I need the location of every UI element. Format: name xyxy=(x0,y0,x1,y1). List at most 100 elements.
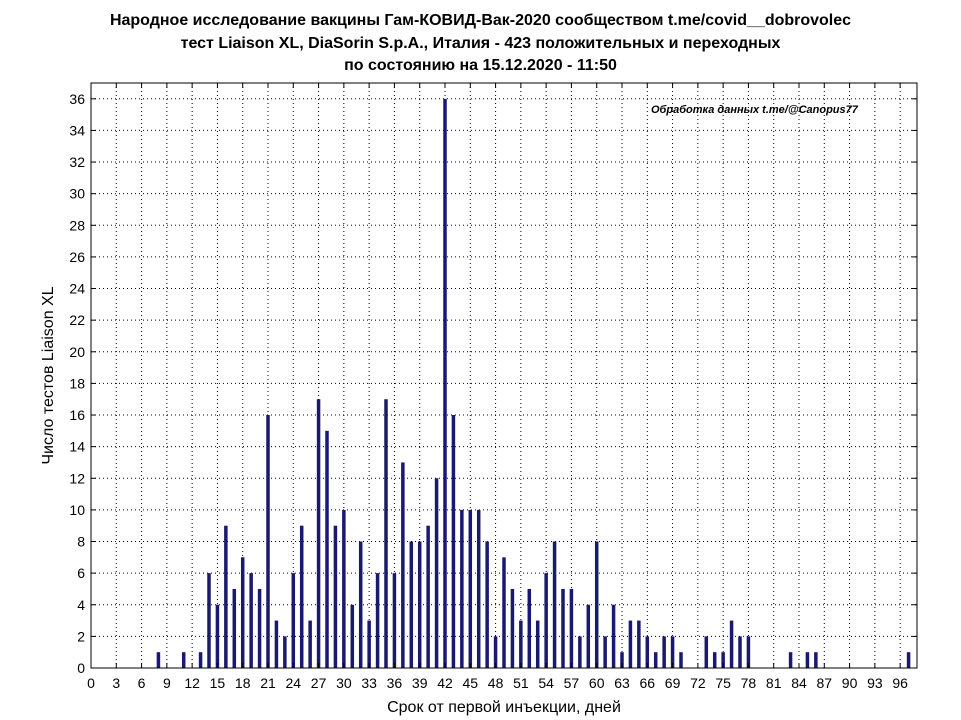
y-tick-label: 36 xyxy=(69,91,85,107)
y-tick-label: 26 xyxy=(69,249,85,265)
bar xyxy=(291,573,296,668)
bar xyxy=(156,652,161,668)
bar xyxy=(325,430,329,668)
bar xyxy=(519,620,523,668)
x-tick-label: 45 xyxy=(462,675,478,691)
y-tick-label: 10 xyxy=(69,502,85,518)
bar xyxy=(721,652,725,668)
bar xyxy=(384,399,388,668)
x-tick-label: 33 xyxy=(361,675,377,691)
bar xyxy=(350,604,355,668)
bar xyxy=(367,620,371,668)
bar xyxy=(409,541,414,668)
bar xyxy=(679,652,683,668)
x-tick-label: 24 xyxy=(285,675,301,691)
bar xyxy=(805,652,810,668)
y-tick-label: 34 xyxy=(69,122,85,138)
x-tick-label: 87 xyxy=(816,675,832,691)
bar xyxy=(468,509,473,668)
y-tick-label: 32 xyxy=(69,154,85,170)
bar xyxy=(240,557,245,668)
bar xyxy=(207,573,211,668)
y-axis-label: Число тестов Liaison XL xyxy=(40,286,57,464)
bar xyxy=(266,415,270,668)
x-tick-label: 81 xyxy=(766,675,782,691)
x-tick-label: 6 xyxy=(138,675,146,691)
y-tick-label: 24 xyxy=(69,281,85,297)
chart-title-line-1: Народное исследование вакцины Гам-КОВИД-… xyxy=(109,12,852,29)
x-axis-label: Срок от первой инъекции, дней xyxy=(387,699,621,716)
ticks xyxy=(90,83,917,669)
bar xyxy=(637,620,641,668)
y-tick-label: 4 xyxy=(77,597,85,613)
x-tick-label: 90 xyxy=(842,675,858,691)
bar xyxy=(561,588,565,668)
bar xyxy=(476,509,481,668)
bars xyxy=(156,98,911,669)
bar xyxy=(308,620,312,668)
bar xyxy=(712,652,717,668)
x-tick-label: 39 xyxy=(412,675,428,691)
x-tick-label: 51 xyxy=(513,675,529,691)
chart-title-line-2: тест Liaison XL, DiaSorin S.p.A., Италия… xyxy=(180,35,781,52)
bar xyxy=(653,652,658,668)
y-tick-label: 30 xyxy=(69,186,85,202)
bar xyxy=(493,636,498,668)
x-tick-label: 9 xyxy=(163,675,171,691)
y-tick-label: 2 xyxy=(77,628,85,644)
bar xyxy=(257,588,262,668)
x-tick-label: 69 xyxy=(665,675,681,691)
x-tick-label: 75 xyxy=(715,675,731,691)
x-tick-label: 54 xyxy=(538,675,554,691)
bar xyxy=(586,604,591,668)
bar xyxy=(274,620,279,668)
bar xyxy=(333,525,338,668)
bar xyxy=(358,541,363,668)
bar xyxy=(814,652,818,668)
x-tick-label: 72 xyxy=(690,675,706,691)
x-tick-label: 93 xyxy=(867,675,883,691)
bar xyxy=(485,541,489,668)
bar xyxy=(434,478,439,668)
x-tick-label: 96 xyxy=(892,675,908,691)
bar xyxy=(670,636,675,668)
x-tick-label: 21 xyxy=(260,675,276,691)
bar xyxy=(299,525,304,668)
x-tick-label: 12 xyxy=(184,675,200,691)
bar xyxy=(788,652,793,668)
y-tick-label: 28 xyxy=(69,217,85,233)
x-tick-label: 57 xyxy=(564,675,580,691)
bar xyxy=(249,573,253,668)
y-tick-label: 14 xyxy=(69,439,85,455)
bar xyxy=(181,652,186,668)
bar xyxy=(906,652,911,668)
x-tick-labels: 0 3 6 9 12 15 18 21 24 27 30 33 36 39 42 45 48 51 54 57 60 63… xyxy=(87,675,908,691)
bar xyxy=(729,620,734,668)
bar xyxy=(316,399,321,668)
bar xyxy=(283,636,287,668)
bar xyxy=(460,509,464,668)
bar xyxy=(443,98,447,669)
bar xyxy=(738,636,742,668)
x-tick-label: 63 xyxy=(614,675,630,691)
x-tick-label: 84 xyxy=(791,675,807,691)
bar xyxy=(535,620,540,668)
x-tick-label: 36 xyxy=(387,675,403,691)
bar xyxy=(392,573,397,668)
bar xyxy=(704,636,709,668)
bar xyxy=(746,636,751,668)
bar xyxy=(611,604,616,668)
bar xyxy=(578,636,582,668)
plot-frame xyxy=(90,82,918,669)
bar xyxy=(502,557,506,668)
bar xyxy=(451,415,456,668)
bar xyxy=(544,573,548,668)
y-tick-label: 16 xyxy=(69,407,85,423)
bar xyxy=(510,588,515,668)
bar xyxy=(375,573,380,668)
y-tick-label: 8 xyxy=(77,534,85,550)
x-tick-label: 3 xyxy=(112,675,120,691)
bar xyxy=(527,588,532,668)
